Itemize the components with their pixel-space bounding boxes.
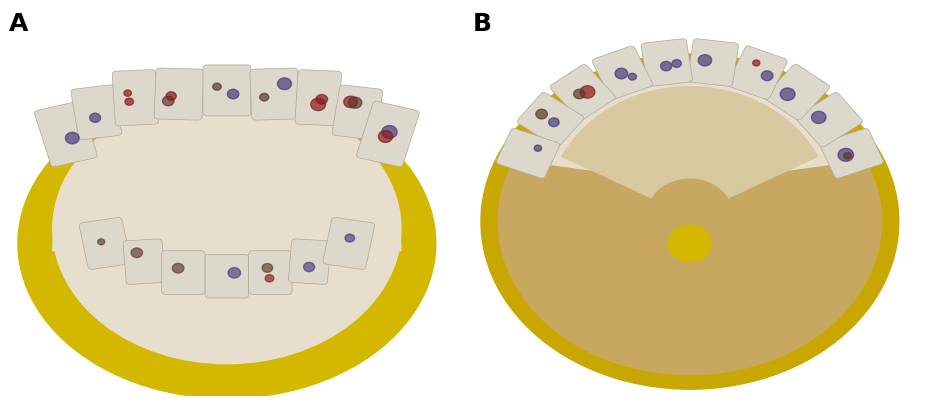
- FancyBboxPatch shape: [250, 69, 300, 121]
- FancyBboxPatch shape: [727, 47, 787, 100]
- FancyBboxPatch shape: [34, 102, 97, 167]
- FancyBboxPatch shape: [357, 102, 419, 167]
- Circle shape: [761, 72, 773, 81]
- Circle shape: [844, 153, 851, 160]
- Circle shape: [66, 133, 79, 145]
- Circle shape: [131, 248, 143, 258]
- Circle shape: [669, 225, 712, 262]
- Circle shape: [228, 90, 239, 100]
- FancyBboxPatch shape: [323, 218, 374, 270]
- Circle shape: [345, 235, 355, 242]
- Circle shape: [172, 264, 184, 273]
- Circle shape: [124, 91, 131, 97]
- Circle shape: [672, 60, 682, 68]
- Circle shape: [213, 84, 221, 91]
- Text: A: A: [9, 12, 29, 36]
- Circle shape: [628, 74, 636, 81]
- FancyBboxPatch shape: [820, 129, 883, 179]
- FancyBboxPatch shape: [593, 47, 653, 100]
- FancyBboxPatch shape: [641, 40, 693, 87]
- Circle shape: [838, 149, 854, 162]
- Circle shape: [753, 61, 760, 67]
- Circle shape: [97, 239, 105, 245]
- FancyBboxPatch shape: [161, 251, 206, 295]
- Circle shape: [698, 55, 712, 67]
- FancyBboxPatch shape: [496, 129, 559, 179]
- FancyBboxPatch shape: [550, 65, 615, 121]
- Ellipse shape: [18, 89, 436, 398]
- Circle shape: [534, 146, 542, 152]
- Polygon shape: [53, 128, 401, 251]
- Circle shape: [781, 89, 795, 101]
- FancyBboxPatch shape: [71, 86, 121, 140]
- Circle shape: [228, 268, 241, 278]
- Circle shape: [259, 94, 269, 102]
- FancyBboxPatch shape: [687, 40, 739, 87]
- FancyBboxPatch shape: [332, 86, 382, 140]
- FancyBboxPatch shape: [123, 240, 165, 285]
- Polygon shape: [562, 88, 818, 198]
- Circle shape: [548, 119, 559, 127]
- Circle shape: [311, 99, 326, 112]
- FancyBboxPatch shape: [80, 218, 131, 270]
- FancyBboxPatch shape: [295, 71, 342, 126]
- Circle shape: [278, 79, 292, 90]
- FancyBboxPatch shape: [203, 66, 251, 116]
- Circle shape: [166, 93, 176, 101]
- FancyBboxPatch shape: [248, 251, 292, 295]
- Text: B: B: [472, 12, 492, 36]
- Circle shape: [573, 90, 585, 100]
- Circle shape: [580, 86, 594, 99]
- Circle shape: [344, 97, 357, 108]
- Circle shape: [348, 98, 362, 109]
- Circle shape: [265, 275, 274, 282]
- Circle shape: [660, 62, 671, 71]
- Ellipse shape: [53, 95, 401, 364]
- FancyBboxPatch shape: [206, 255, 248, 298]
- FancyBboxPatch shape: [518, 93, 583, 147]
- Circle shape: [615, 69, 628, 80]
- Circle shape: [316, 95, 328, 105]
- Circle shape: [536, 110, 547, 120]
- FancyBboxPatch shape: [796, 93, 862, 147]
- FancyBboxPatch shape: [154, 69, 204, 121]
- Polygon shape: [532, 62, 847, 174]
- Circle shape: [90, 114, 101, 123]
- Circle shape: [125, 99, 133, 106]
- Circle shape: [304, 263, 315, 272]
- Ellipse shape: [481, 55, 899, 389]
- Ellipse shape: [498, 69, 882, 375]
- Circle shape: [162, 97, 174, 107]
- Circle shape: [811, 112, 826, 124]
- FancyBboxPatch shape: [112, 71, 158, 126]
- FancyBboxPatch shape: [765, 65, 830, 121]
- Circle shape: [379, 131, 393, 143]
- FancyBboxPatch shape: [289, 240, 331, 285]
- Circle shape: [262, 264, 272, 273]
- Circle shape: [382, 126, 397, 139]
